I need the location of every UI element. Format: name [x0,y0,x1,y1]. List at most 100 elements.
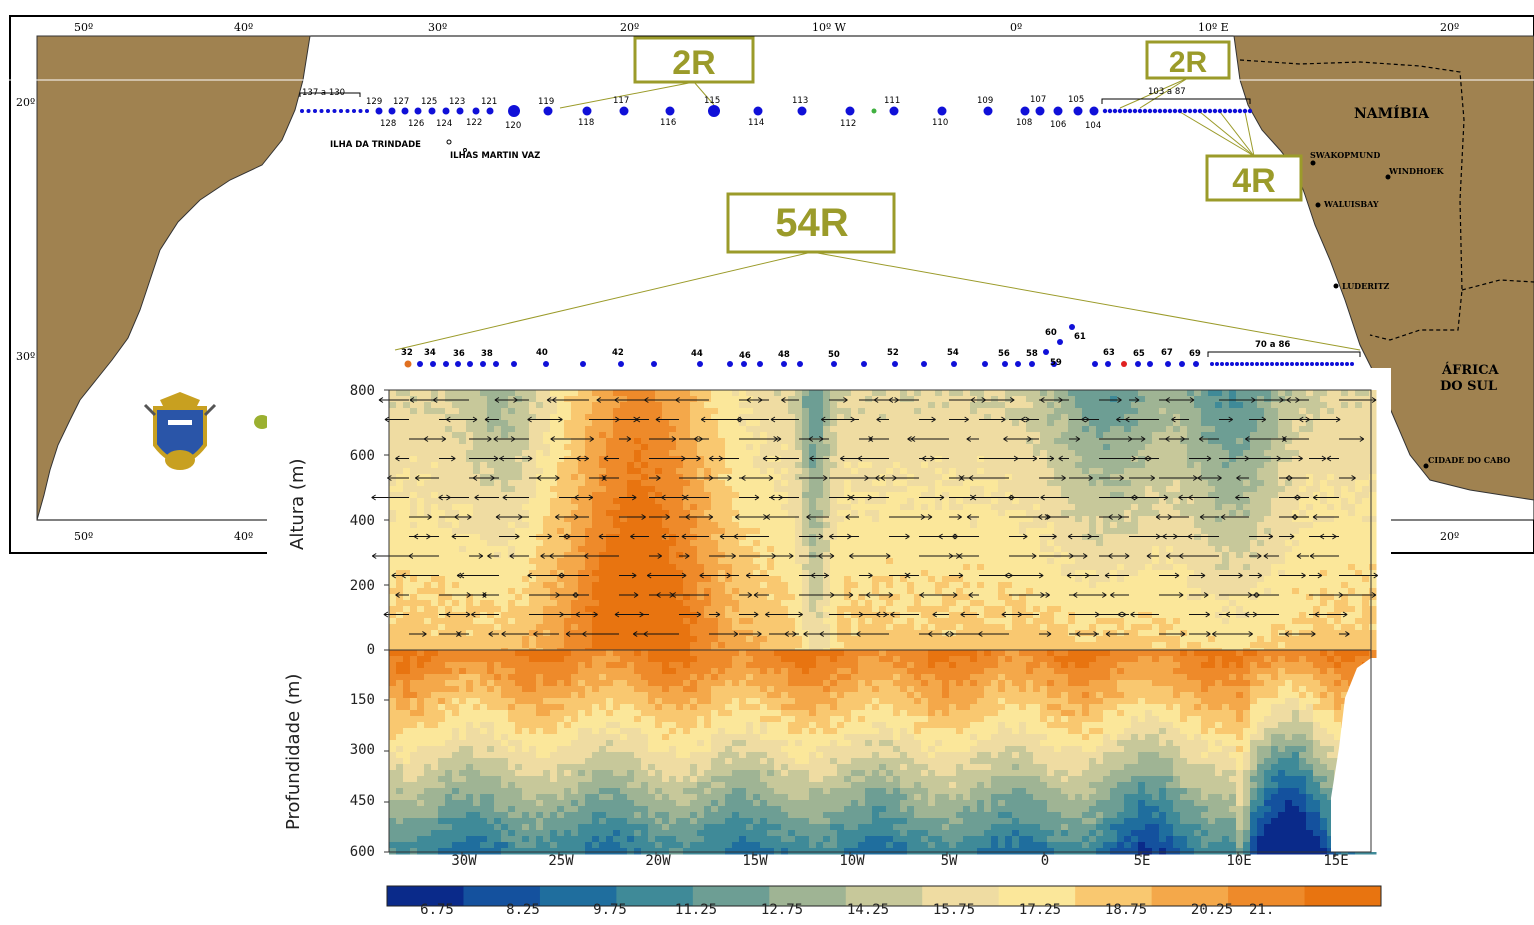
heatmap-cell [606,534,614,541]
heatmap-cell [1068,594,1076,601]
heatmap-cell [1131,552,1139,559]
heatmap-cell [886,600,894,607]
heatmap-cell [851,492,859,499]
heatmap-cell [1075,594,1083,601]
heatmap-cell [774,474,782,481]
station-label: 115 [704,96,720,106]
heatmap-cell [858,480,866,487]
heatmap-cell [1040,582,1048,589]
heatmap-cell [760,492,768,499]
heatmap-cell [578,420,586,427]
heatmap-cell [389,624,397,631]
heatmap-cell [473,462,481,469]
heatmap-cell [942,594,950,601]
heatmap-cell [970,516,978,523]
heatmap-cell [823,420,831,427]
heatmap-cell [886,408,894,415]
heatmap-cell [921,420,929,427]
heatmap-cell [494,486,502,493]
heatmap-cell [648,618,656,625]
heatmap-cell [942,516,950,523]
heatmap-cell [753,528,761,535]
heatmap-cell [669,588,677,595]
heatmap-cell [928,534,936,541]
heatmap-cell [711,450,719,457]
heatmap-cell [641,618,649,625]
heatmap-cell [480,606,488,613]
station-dot [1043,349,1049,355]
heatmap-cell [578,528,586,535]
heatmap-cell [1138,552,1146,559]
heatmap-cell [1131,600,1139,607]
heatmap-cell [1026,540,1034,547]
heatmap-cell [1068,570,1076,577]
heatmap-cell [669,462,677,469]
heatmap-cell [1019,498,1027,505]
heatmap-cell [599,486,607,493]
heatmap-cell [788,486,796,493]
heatmap-cell [830,564,838,571]
heatmap-cell [564,636,572,643]
heatmap-cell [767,558,775,565]
heatmap-cell [627,486,635,493]
heatmap-cell [1138,528,1146,535]
heatmap-cell [907,606,915,613]
station-dot [757,361,763,367]
heatmap-cell [683,480,691,487]
heatmap-cell [1131,462,1139,469]
station-dot [1102,108,1108,114]
heatmap-cell [543,474,551,481]
heatmap-cell [935,420,943,427]
heatmap-cell [634,444,642,451]
station-dot [982,361,988,367]
heatmap-cell [823,390,831,397]
heatmap-cell [445,606,453,613]
heatmap-cell [998,546,1006,553]
heatmap-cell [851,474,859,481]
heatmap-cell [529,576,537,583]
heatmap-cell [935,606,943,613]
heatmap-cell [669,552,677,559]
heatmap-cell [837,402,845,409]
heatmap-cell [1082,528,1090,535]
heatmap-cell [830,390,838,397]
heatmap-cell [697,492,705,499]
heatmap-cell [963,624,971,631]
heatmap-cell [1131,498,1139,505]
heatmap-cell [438,390,446,397]
heatmap-cell [767,522,775,529]
heatmap-cell [403,612,411,619]
heatmap-cell [795,516,803,523]
heatmap-cell [697,546,705,553]
heatmap-cell [431,432,439,439]
heatmap-cell [739,552,747,559]
heatmap-cell [1019,618,1027,625]
heatmap-cell [1110,444,1118,451]
heatmap-cell [1096,630,1104,637]
heatmap-cell [942,468,950,475]
heatmap-cell [480,600,488,607]
heatmap-cell [970,390,978,397]
heatmap-cell [907,402,915,409]
heatmap-cell [851,618,859,625]
heatmap-cell [1117,552,1125,559]
heatmap-cell [1047,624,1055,631]
heatmap-cell [452,540,460,547]
heatmap-cell [508,612,516,619]
heatmap-cell [445,624,453,631]
heatmap-cell [592,390,600,397]
heatmap-cell [830,606,838,613]
heatmap-cell [1033,390,1041,397]
heatmap-cell [536,456,544,463]
heatmap-cell [452,438,460,445]
heatmap-cell [872,564,880,571]
heatmap-cell [858,540,866,547]
heatmap-cell [662,408,670,415]
heatmap-cell [774,618,782,625]
heatmap-cell [480,486,488,493]
heatmap-cell [480,588,488,595]
heatmap-cell [977,474,985,481]
heatmap-cell [781,444,789,451]
heatmap-cell [956,558,964,565]
heatmap-cell [970,402,978,409]
